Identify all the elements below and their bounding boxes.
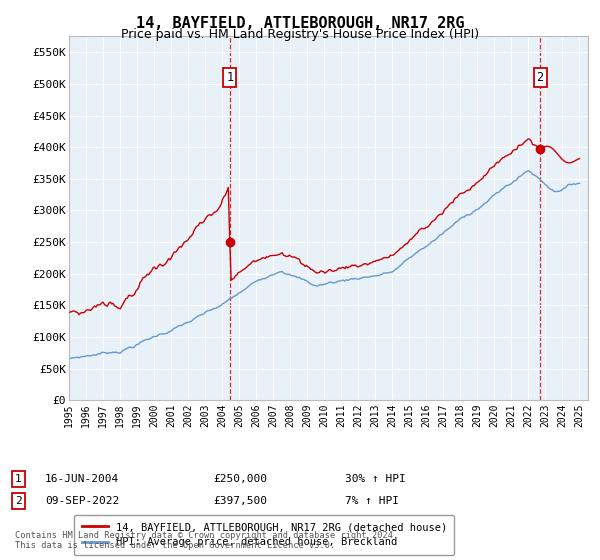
Text: Contains HM Land Registry data © Crown copyright and database right 2024.
This d: Contains HM Land Registry data © Crown c… <box>15 530 398 550</box>
Text: 1: 1 <box>15 474 22 484</box>
Text: 7% ↑ HPI: 7% ↑ HPI <box>345 496 399 506</box>
Text: 09-SEP-2022: 09-SEP-2022 <box>45 496 119 506</box>
Text: 16-JUN-2004: 16-JUN-2004 <box>45 474 119 484</box>
Legend: 14, BAYFIELD, ATTLEBOROUGH, NR17 2RG (detached house), HPI: Average price, detac: 14, BAYFIELD, ATTLEBOROUGH, NR17 2RG (de… <box>74 515 454 554</box>
Text: Price paid vs. HM Land Registry's House Price Index (HPI): Price paid vs. HM Land Registry's House … <box>121 28 479 41</box>
Text: 1: 1 <box>226 71 233 84</box>
Text: 2: 2 <box>536 71 544 84</box>
Text: £397,500: £397,500 <box>213 496 267 506</box>
Text: £250,000: £250,000 <box>213 474 267 484</box>
Text: 2: 2 <box>15 496 22 506</box>
Text: 30% ↑ HPI: 30% ↑ HPI <box>345 474 406 484</box>
Text: 14, BAYFIELD, ATTLEBOROUGH, NR17 2RG: 14, BAYFIELD, ATTLEBOROUGH, NR17 2RG <box>136 16 464 31</box>
